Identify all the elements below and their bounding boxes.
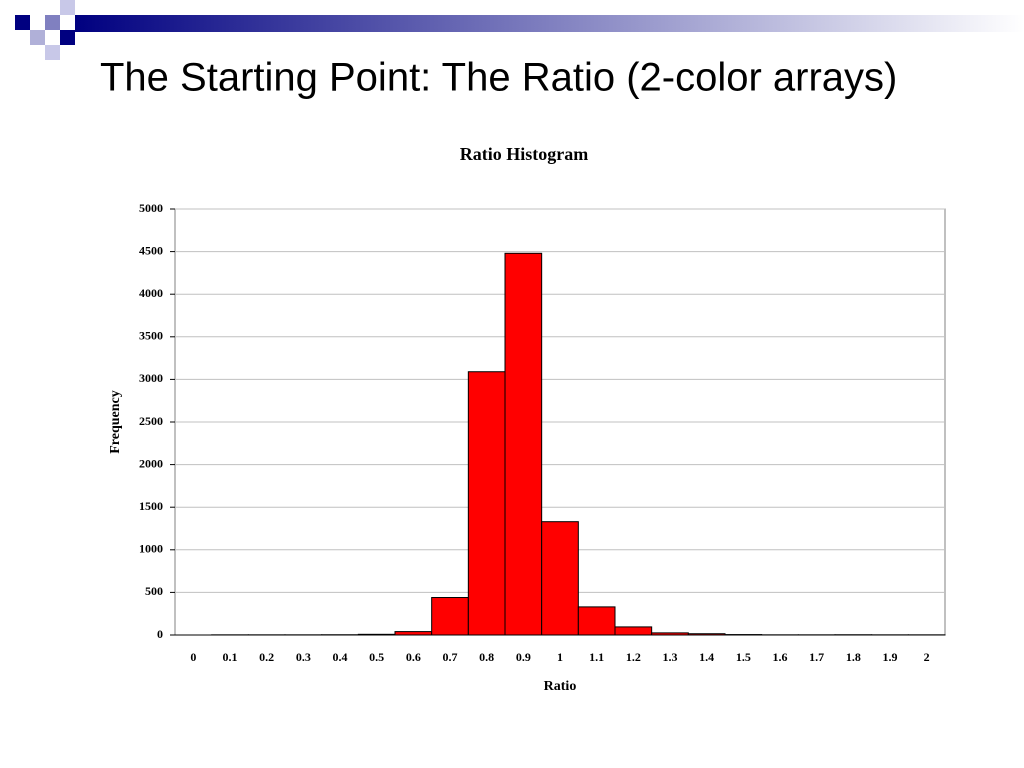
x-tick-label: 2	[924, 650, 930, 664]
x-tick-label: 1.8	[846, 650, 861, 664]
x-tick-label: 0.9	[516, 650, 531, 664]
x-tick-label: 0.4	[333, 650, 348, 664]
y-tick-label: 4500	[139, 243, 163, 257]
bar	[504, 252, 543, 636]
x-tick-label: 1.2	[626, 650, 641, 664]
decor-square	[45, 15, 60, 30]
bar	[541, 521, 579, 636]
y-tick-label: 1500	[139, 499, 163, 513]
x-axis-label: Ratio	[544, 679, 577, 694]
bar	[467, 371, 506, 636]
x-tick-label: 0.7	[443, 650, 458, 664]
y-axis-label: Frequency	[108, 390, 123, 454]
y-tick-label: 3000	[139, 371, 163, 385]
decor-square	[45, 45, 60, 60]
y-tick-label: 2000	[139, 456, 163, 470]
x-tick-label: 0.3	[296, 650, 311, 664]
decor-square	[60, 30, 75, 45]
y-tick-label: 1000	[139, 542, 163, 556]
decor-square	[30, 30, 45, 45]
bar	[614, 626, 653, 636]
x-tick-label: 0	[190, 650, 196, 664]
y-tick-label: 3500	[139, 329, 163, 343]
bar	[394, 631, 433, 636]
x-tick-label: 1.3	[663, 650, 678, 664]
header-bar	[75, 15, 1024, 32]
x-tick-label: 0.8	[479, 650, 494, 664]
y-tick-label: 4000	[139, 286, 163, 300]
decor-square	[60, 0, 75, 15]
bar	[431, 597, 469, 636]
y-tick-label: 5000	[139, 201, 163, 215]
x-tick-label: 1.6	[773, 650, 788, 664]
decor-square	[15, 15, 30, 30]
y-tick-label: 0	[157, 627, 163, 641]
y-tick-label: 2500	[139, 414, 163, 428]
x-tick-label: 1.9	[883, 650, 898, 664]
x-tick-label: 0.5	[369, 650, 384, 664]
x-tick-label: 1.1	[589, 650, 604, 664]
x-tick-label: 1.5	[736, 650, 751, 664]
x-tick-label: 1.4	[699, 650, 714, 664]
slide-title: The Starting Point: The Ratio (2-color a…	[100, 56, 897, 100]
chart-title: Ratio Histogram	[460, 144, 588, 164]
y-tick-label: 500	[145, 584, 163, 598]
x-tick-label: 1.7	[809, 650, 824, 664]
x-tick-label: 1	[557, 650, 563, 664]
x-tick-label: 0.6	[406, 650, 421, 664]
x-tick-label: 0.1	[223, 650, 238, 664]
x-tick-label: 0.2	[259, 650, 274, 664]
bar	[577, 606, 616, 636]
